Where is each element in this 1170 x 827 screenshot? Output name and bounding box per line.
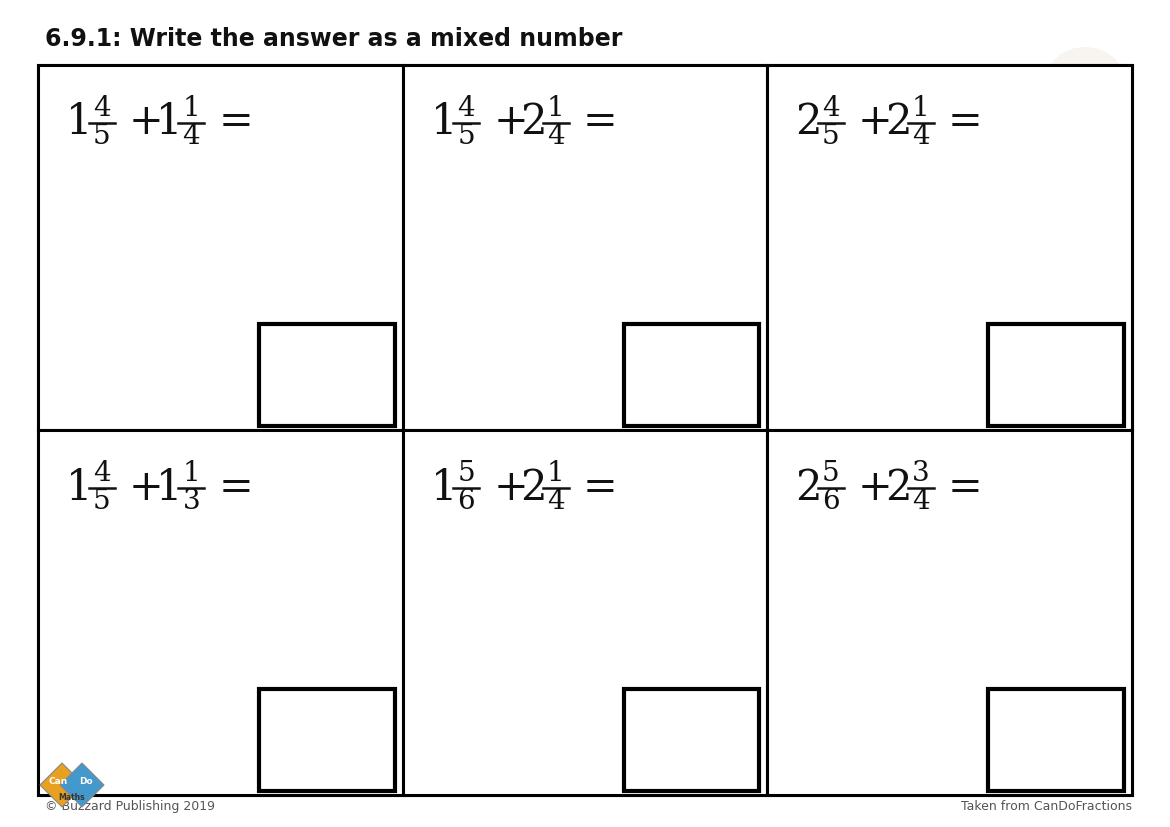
Text: 2: 2: [885, 466, 911, 509]
Bar: [37, 65, 402, 430]
Text: 5: 5: [823, 123, 840, 150]
Polygon shape: [60, 763, 104, 807]
Bar: [768, 65, 1133, 430]
Text: 1: 1: [548, 95, 565, 122]
Polygon shape: [40, 763, 84, 807]
Text: 5: 5: [457, 460, 475, 487]
Text: 1: 1: [66, 102, 92, 144]
Text: 4: 4: [92, 460, 110, 487]
Text: 1: 1: [183, 460, 200, 487]
Text: =: =: [218, 102, 253, 144]
Text: 1: 1: [548, 460, 565, 487]
Text: +: +: [858, 102, 893, 144]
Text: 2: 2: [796, 466, 823, 509]
Text: 4: 4: [911, 123, 929, 150]
Text: 4: 4: [911, 488, 929, 515]
Text: =: =: [948, 466, 983, 509]
Text: 1: 1: [66, 466, 92, 509]
Text: =: =: [948, 102, 983, 144]
Text: +: +: [129, 102, 164, 144]
Text: © Buzzard Publishing 2019: © Buzzard Publishing 2019: [44, 800, 215, 813]
Text: 5: 5: [457, 123, 475, 150]
Text: 5: 5: [823, 460, 840, 487]
Bar: [37, 430, 402, 795]
Text: 4: 4: [823, 95, 840, 122]
Text: 4: 4: [548, 488, 565, 515]
Text: 1: 1: [431, 466, 457, 509]
Text: =: =: [583, 102, 618, 144]
Text: =: =: [218, 466, 253, 509]
Text: =: =: [583, 466, 618, 509]
Bar: [989, 324, 1124, 426]
Text: +: +: [858, 466, 893, 509]
Text: 3: 3: [911, 460, 929, 487]
Text: 4: 4: [548, 123, 565, 150]
Ellipse shape: [1045, 47, 1126, 117]
Bar: [402, 65, 768, 430]
Text: 6: 6: [823, 488, 840, 515]
Text: 1: 1: [156, 466, 183, 509]
Text: 2: 2: [885, 102, 911, 144]
Text: +: +: [494, 102, 528, 144]
Text: +: +: [494, 466, 528, 509]
Text: 2: 2: [521, 466, 546, 509]
Text: 4: 4: [183, 123, 200, 150]
Bar: [624, 324, 759, 426]
Text: Do: Do: [80, 777, 92, 786]
Text: 5: 5: [92, 123, 110, 150]
Text: Maths: Maths: [58, 792, 85, 801]
Bar: [37, 65, 1133, 795]
Bar: [259, 690, 394, 791]
Text: 1: 1: [431, 102, 457, 144]
Text: +: +: [129, 466, 164, 509]
Text: 6: 6: [457, 488, 475, 515]
Text: 5: 5: [92, 488, 110, 515]
Text: 4: 4: [457, 95, 475, 122]
Text: 2: 2: [521, 102, 546, 144]
Bar: [768, 430, 1133, 795]
Text: 3: 3: [183, 488, 200, 515]
Bar: [259, 324, 394, 426]
Bar: [624, 690, 759, 791]
Text: Can: Can: [48, 777, 68, 786]
Text: 6.9.1: Write the answer as a mixed number: 6.9.1: Write the answer as a mixed numbe…: [44, 27, 622, 51]
Text: 2: 2: [796, 102, 823, 144]
Text: 4: 4: [92, 95, 110, 122]
Text: 1: 1: [156, 102, 183, 144]
Text: 1: 1: [183, 95, 200, 122]
Text: Taken from CanDoFractions: Taken from CanDoFractions: [961, 800, 1133, 813]
Bar: [402, 430, 768, 795]
Text: 1: 1: [911, 95, 929, 122]
Bar: [989, 690, 1124, 791]
